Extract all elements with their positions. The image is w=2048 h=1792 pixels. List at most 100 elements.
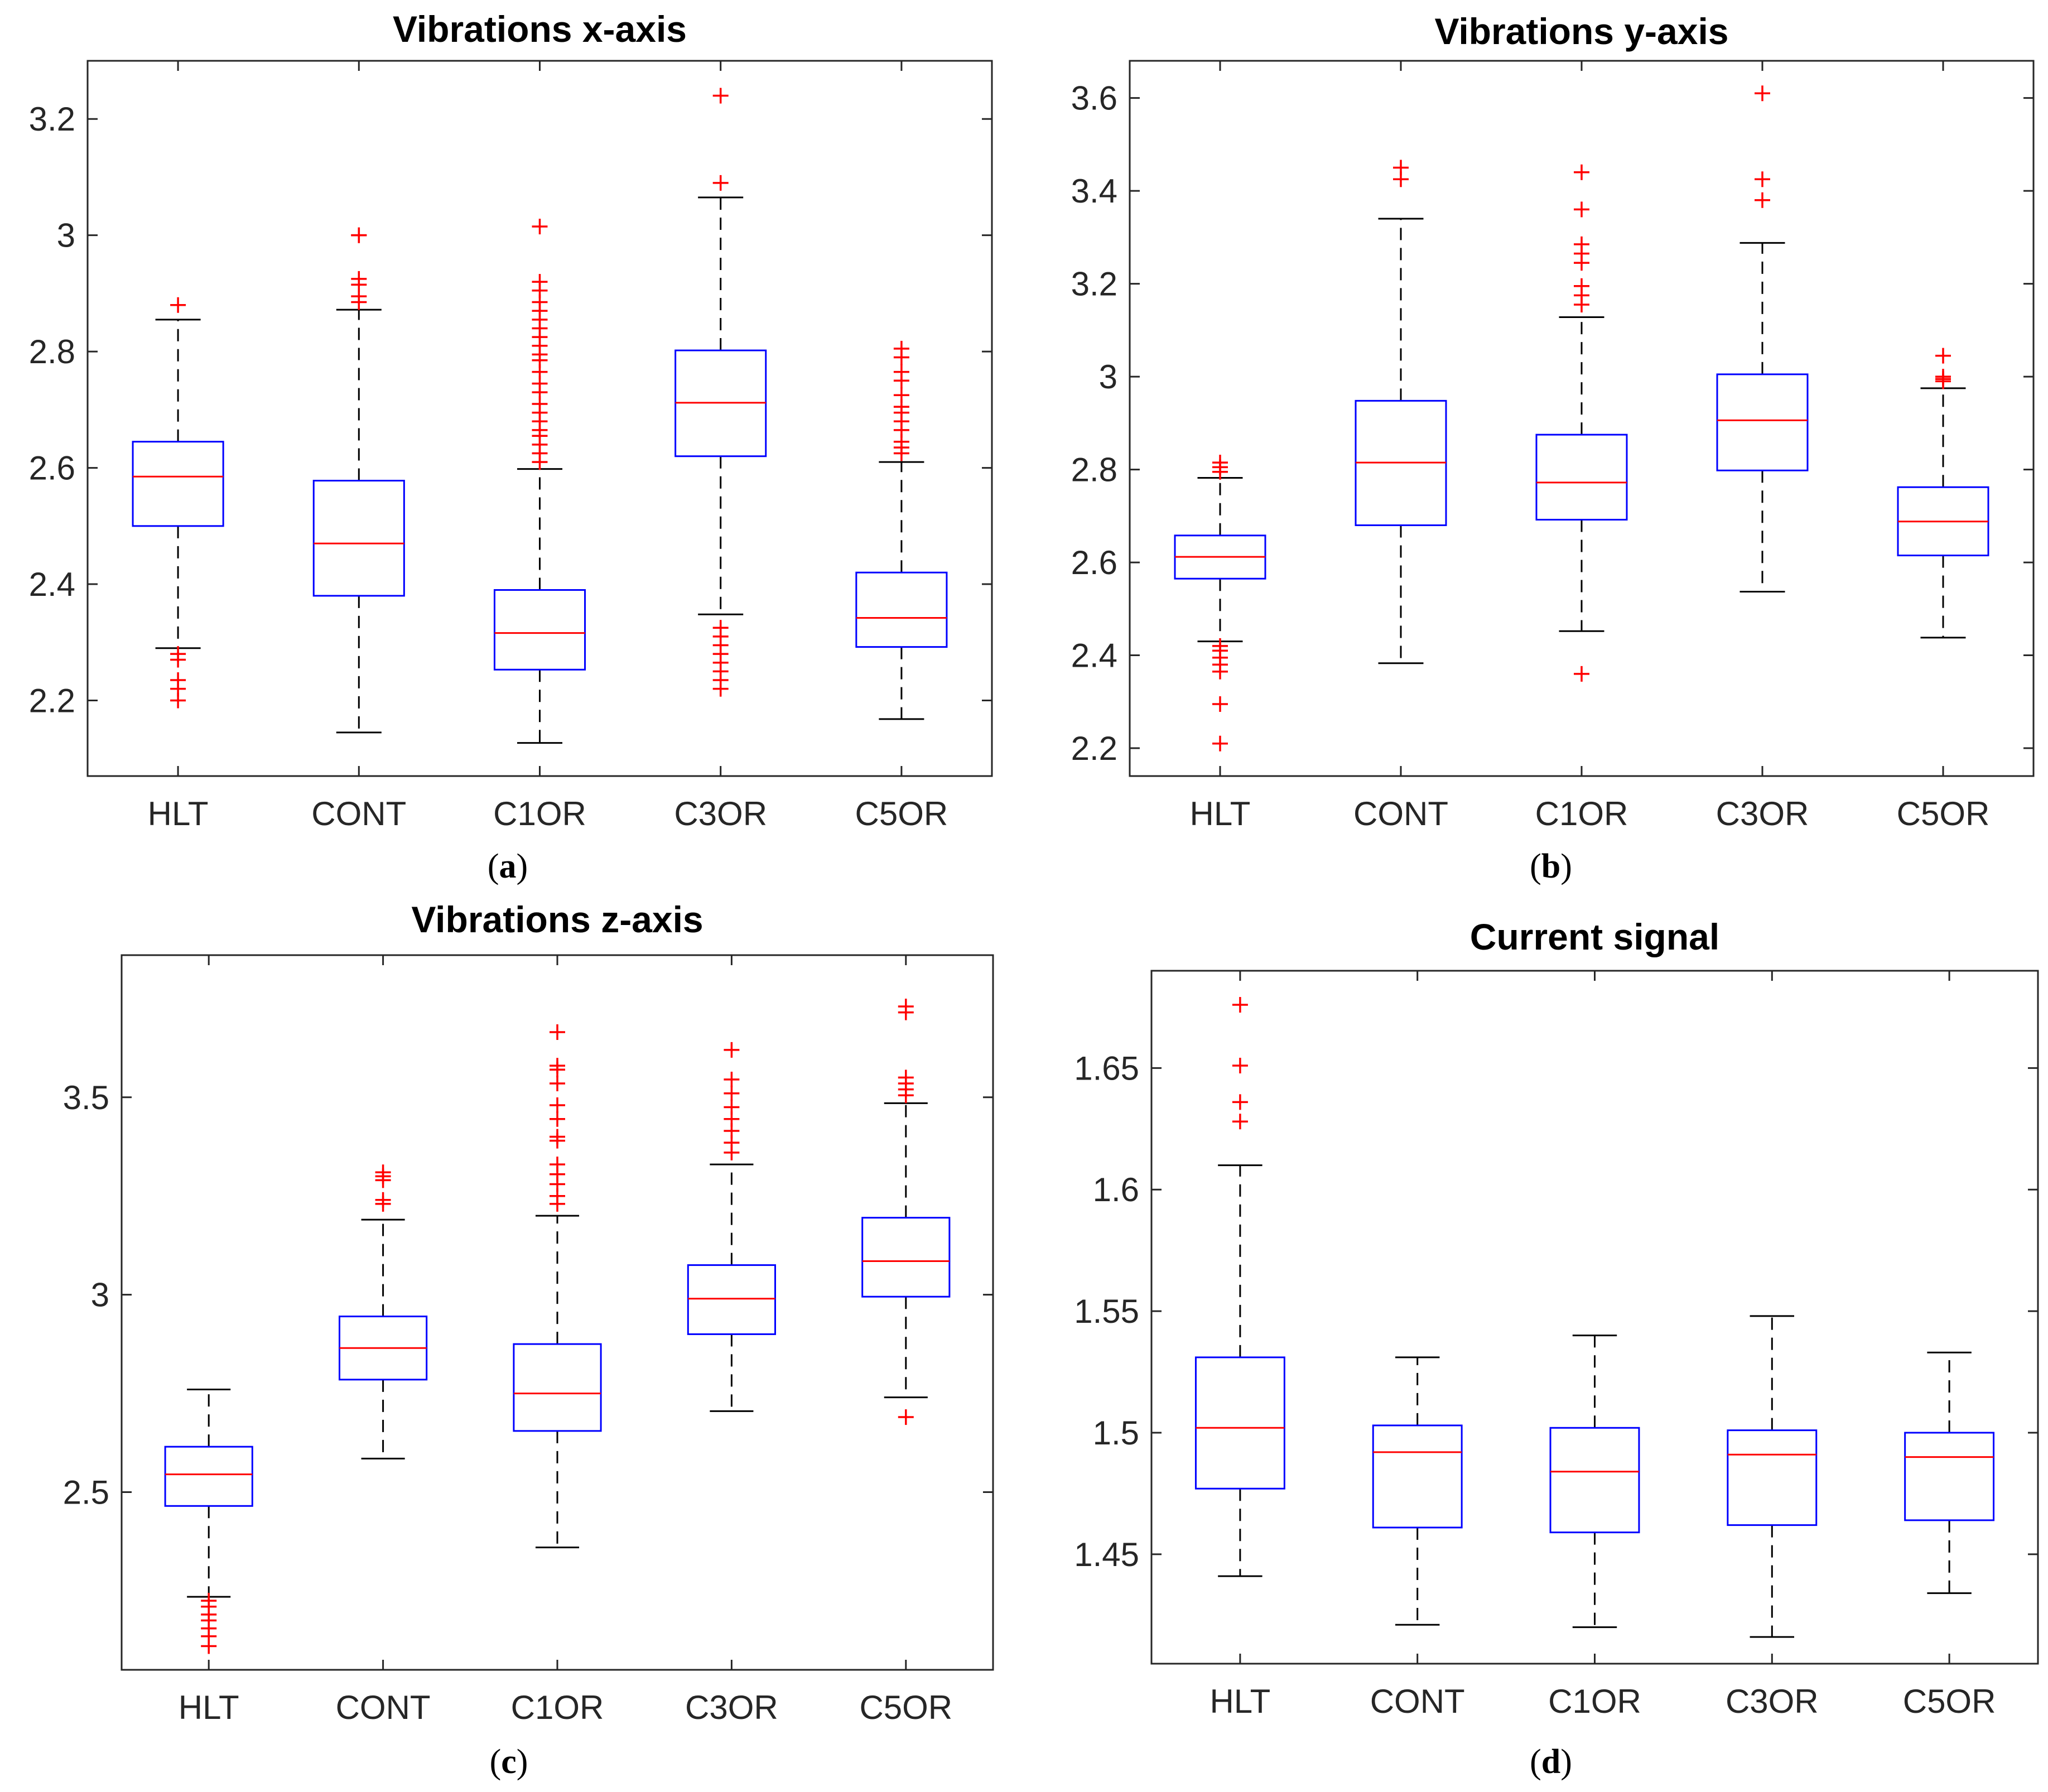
panel-vibrations-y-axis: Vibrations y-axis 2.2 2.4 2.6 2.8 3 3.2 3.4 3.6 H…	[1071, 11, 2035, 885]
box-c5or	[1897, 348, 1989, 639]
outlier-marker	[550, 1133, 565, 1149]
box-c3or	[687, 1042, 777, 1412]
y-tick-label: 3	[1099, 358, 1117, 396]
box-hlt	[132, 297, 224, 709]
y-tick-label: 2.8	[29, 333, 75, 370]
box-cont	[312, 227, 405, 734]
panel-label-letter: c	[501, 1743, 517, 1781]
x-tick-label-c5or: C5OR	[855, 795, 948, 832]
outlier-marker	[532, 219, 548, 235]
interquartile-box	[132, 441, 224, 527]
outlier-marker	[1574, 164, 1589, 180]
panel-current-signal: Current signal 1.45 1.5 1.55 1.6 1.65 HLT CONT C…	[1074, 916, 2039, 1781]
x-tick-label-c1or: C1OR	[493, 795, 586, 832]
y-tick-label: 2.2	[29, 682, 75, 720]
outlier-marker	[1393, 171, 1409, 187]
y-tick-label: 1.45	[1074, 1536, 1139, 1573]
outlier-marker	[170, 692, 186, 709]
y-tick-label: 2.4	[29, 566, 75, 603]
y-tick-label: 1.6	[1093, 1171, 1139, 1208]
interquartile-box	[1535, 433, 1628, 521]
x-tick-label-cont: CONT	[311, 795, 406, 832]
outlier-marker	[1574, 666, 1589, 682]
interquartile-box	[1372, 1424, 1463, 1529]
x-tick-label-c5or: C5OR	[1897, 795, 1990, 832]
interquartile-box	[1904, 1432, 1995, 1521]
outlier-marker	[1574, 201, 1589, 218]
y-tick-label: 3.2	[1071, 266, 1117, 303]
outlier-marker	[550, 1062, 565, 1078]
box-c1or	[513, 1024, 602, 1549]
outlier-marker	[201, 1638, 217, 1654]
panel-label: (a)	[488, 847, 528, 885]
box-cont	[339, 1164, 428, 1459]
outlier-marker	[712, 88, 729, 104]
outlier-marker	[1755, 85, 1770, 102]
interquartile-box	[1727, 1429, 1818, 1526]
chart-title: Current signal	[1470, 916, 1719, 957]
y-tick-label: 2.5	[63, 1474, 109, 1511]
y-tick-label: 1.55	[1074, 1293, 1139, 1330]
chart-title: Vibrations x-axis	[393, 8, 687, 50]
box-c3or	[674, 88, 767, 697]
outlier-marker	[1232, 1057, 1248, 1073]
panel-vibrations-x-axis: Vibrations x-axis 2.2 2.4 2.6 2.8 3 3.2 HLT CONT…	[29, 8, 993, 885]
outlier-marker	[898, 1409, 914, 1425]
y-tick-label: 3.5	[63, 1079, 109, 1116]
outlier-marker	[550, 1111, 565, 1127]
interquartile-box	[1194, 1356, 1285, 1490]
outlier-marker	[724, 1042, 740, 1058]
outlier-marker	[550, 1024, 565, 1040]
box-hlt	[1194, 997, 1285, 1577]
outlier-marker	[893, 373, 909, 389]
outlier-marker	[724, 1085, 740, 1101]
x-tick-label-c5or: C5OR	[1903, 1683, 1996, 1720]
outlier-marker	[1574, 255, 1589, 271]
box-c5or	[1904, 1351, 1995, 1595]
panel-label-letter: d	[1541, 1743, 1560, 1781]
interquartile-box	[861, 1217, 951, 1298]
box-cont	[1372, 1356, 1463, 1626]
x-tick-label-c3or: C3OR	[1716, 795, 1809, 832]
x-tick-label-hlt: HLT	[179, 1689, 239, 1726]
y-tick-label: 3	[91, 1276, 109, 1314]
outlier-marker	[351, 294, 367, 310]
interquartile-box	[1716, 373, 1809, 471]
x-tick-label-hlt: HLT	[1190, 795, 1251, 832]
y-tick-label: 2.8	[1071, 451, 1117, 489]
outlier-marker	[893, 349, 909, 365]
chart-title: Vibrations z-axis	[411, 899, 703, 940]
outlier-marker	[375, 1196, 391, 1212]
panel-label: (b)	[1530, 847, 1572, 885]
x-tick-label-cont: CONT	[336, 1689, 431, 1726]
panel-label: (c)	[490, 1743, 528, 1781]
outlier-marker	[1212, 663, 1228, 680]
panel-label: (d)	[1530, 1743, 1572, 1781]
box-c5or	[861, 999, 951, 1425]
box-c1or	[1549, 1335, 1640, 1629]
outlier-marker	[712, 175, 729, 191]
interquartile-box	[687, 1264, 777, 1335]
x-tick-label-c1or: C1OR	[1535, 795, 1628, 832]
panel-label-letter: a	[499, 847, 517, 885]
interquartile-box	[164, 1446, 253, 1507]
outlier-marker	[1232, 997, 1248, 1013]
outlier-marker	[1212, 696, 1228, 712]
outlier-marker	[1232, 1114, 1248, 1130]
outlier-marker	[898, 1004, 914, 1020]
box-cont	[1355, 160, 1447, 664]
box-c3or	[1716, 85, 1809, 593]
y-tick-label: 2.6	[1071, 544, 1117, 581]
interquartile-box	[493, 589, 586, 671]
outlier-marker	[375, 1172, 391, 1188]
chart-title: Vibrations y-axis	[1434, 11, 1728, 52]
box-c3or	[1727, 1315, 1818, 1638]
outlier-marker	[1574, 297, 1589, 313]
outlier-marker	[1935, 348, 1951, 364]
outlier-marker	[898, 1087, 914, 1104]
box-c1or	[1535, 164, 1628, 682]
outlier-marker	[724, 1144, 740, 1160]
x-tick-label-hlt: HLT	[148, 795, 209, 832]
